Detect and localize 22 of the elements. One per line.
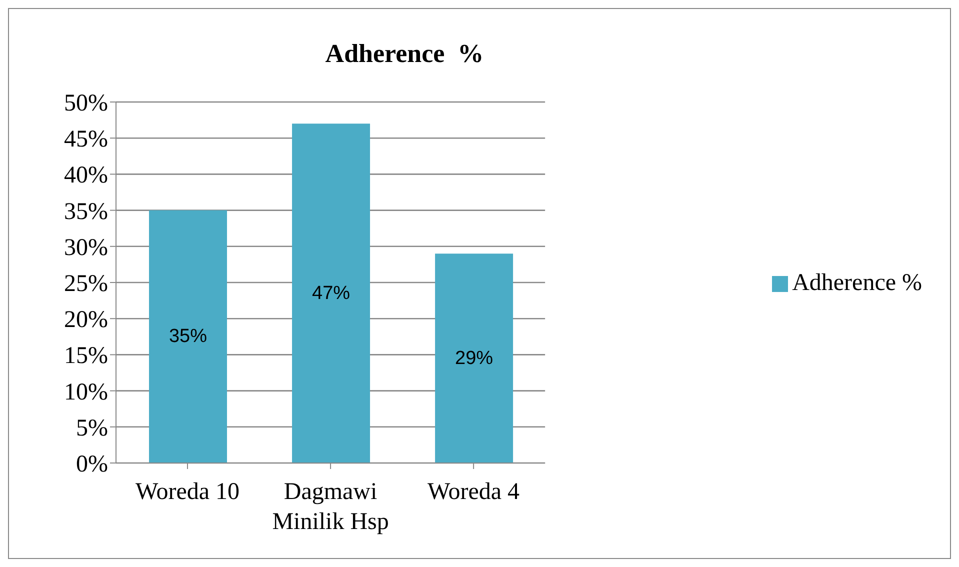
y-tick-label: 45% [64,126,108,153]
data-label: 47% [312,282,350,304]
x-tick-label: Dagmawi Minilik Hsp [272,479,389,535]
x-tick-label: Woreda 10 [135,479,240,505]
y-tick-label: 0% [76,452,108,478]
y-tick-label: 5% [76,415,108,442]
data-label: 35% [168,326,208,348]
y-tick-label: 35% [64,198,108,225]
chart-title: Adherence % [324,39,485,69]
y-tick-label: 40% [64,162,108,189]
y-tick-label: 20% [64,307,108,334]
y-tick-label: 15% [64,343,108,370]
bar [435,254,514,463]
bar [292,124,370,463]
legend-label: Adherence % [792,270,922,296]
y-tick-label: 25% [64,271,108,298]
y-tick-label: 50% [64,90,108,117]
y-tick-label: 30% [64,234,108,261]
data-label: 29% [455,348,494,369]
y-tick-label: 10% [64,379,108,406]
bar [149,210,227,463]
x-tick-label: Woreda 4 [428,479,520,505]
